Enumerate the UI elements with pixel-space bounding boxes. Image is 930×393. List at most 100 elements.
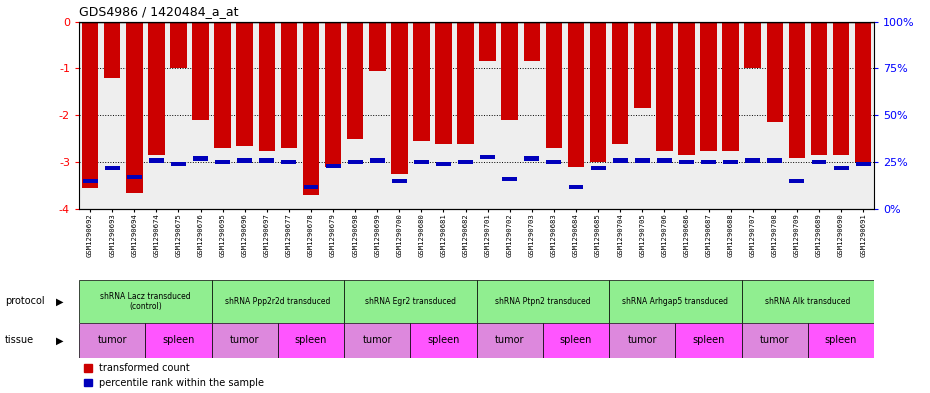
Text: shRNA Egr2 transduced: shRNA Egr2 transduced	[365, 297, 456, 306]
Text: shRNA Lacz transduced
(control): shRNA Lacz transduced (control)	[100, 292, 191, 311]
Bar	[634, 22, 651, 108]
Text: protocol: protocol	[5, 296, 45, 307]
Text: spleen: spleen	[295, 335, 327, 345]
Bar	[237, 158, 252, 163]
Text: tumor: tumor	[230, 335, 259, 345]
Bar	[193, 156, 208, 161]
Bar	[657, 158, 671, 163]
Text: tumor: tumor	[363, 335, 392, 345]
Bar	[856, 162, 870, 166]
Bar	[612, 22, 629, 143]
Bar	[458, 22, 474, 143]
FancyBboxPatch shape	[543, 323, 609, 358]
Bar	[148, 22, 165, 155]
Text: tissue: tissue	[5, 335, 33, 345]
Bar	[302, 22, 319, 195]
Bar	[435, 22, 452, 143]
Bar	[700, 22, 717, 151]
Text: tumor: tumor	[628, 335, 657, 345]
Bar	[414, 160, 429, 164]
Bar	[82, 22, 99, 188]
Bar	[479, 22, 496, 61]
Bar	[126, 22, 142, 193]
Bar	[259, 158, 274, 163]
Text: shRNA Ppp2r2d transduced: shRNA Ppp2r2d transduced	[225, 297, 330, 306]
Bar	[236, 22, 253, 146]
Text: spleen: spleen	[560, 335, 592, 345]
Bar	[591, 166, 605, 170]
Bar	[436, 162, 451, 166]
Bar	[391, 22, 407, 174]
Bar	[348, 160, 363, 164]
FancyBboxPatch shape	[79, 323, 145, 358]
Legend: transformed count, percentile rank within the sample: transformed count, percentile rank withi…	[84, 363, 264, 388]
Bar	[501, 22, 518, 120]
FancyBboxPatch shape	[344, 323, 410, 358]
Bar	[767, 158, 782, 163]
FancyBboxPatch shape	[675, 323, 742, 358]
Bar	[567, 22, 584, 167]
Bar	[215, 160, 230, 164]
Text: shRNA Arhgap5 transduced: shRNA Arhgap5 transduced	[622, 297, 728, 306]
Text: tumor: tumor	[495, 335, 525, 345]
Bar	[546, 22, 563, 148]
Text: GDS4986 / 1420484_a_at: GDS4986 / 1420484_a_at	[79, 5, 239, 18]
Bar	[679, 160, 694, 164]
Bar	[590, 22, 606, 162]
Bar	[812, 160, 827, 164]
Bar	[149, 158, 164, 163]
Bar	[171, 162, 186, 166]
FancyBboxPatch shape	[476, 280, 609, 323]
FancyBboxPatch shape	[145, 323, 211, 358]
Bar	[701, 160, 716, 164]
Bar	[259, 22, 275, 151]
FancyBboxPatch shape	[742, 280, 874, 323]
Bar	[413, 22, 430, 141]
FancyBboxPatch shape	[808, 323, 874, 358]
Text: ▶: ▶	[56, 335, 63, 345]
Bar	[170, 22, 187, 68]
Text: spleen: spleen	[162, 335, 194, 345]
Bar	[525, 156, 539, 161]
FancyBboxPatch shape	[609, 323, 675, 358]
Bar	[790, 179, 804, 183]
Text: spleen: spleen	[825, 335, 857, 345]
Text: shRNA Alk transduced: shRNA Alk transduced	[765, 297, 851, 306]
Bar	[568, 185, 583, 189]
Bar	[635, 158, 650, 163]
Bar	[326, 164, 340, 168]
Bar	[458, 160, 473, 164]
Bar	[656, 22, 672, 151]
Bar	[193, 22, 209, 120]
Bar	[789, 22, 805, 158]
Bar	[303, 185, 318, 189]
FancyBboxPatch shape	[410, 323, 476, 358]
Bar	[281, 22, 298, 148]
Bar	[723, 22, 739, 151]
Bar	[744, 22, 761, 68]
Text: spleen: spleen	[692, 335, 724, 345]
FancyBboxPatch shape	[476, 323, 543, 358]
FancyBboxPatch shape	[742, 323, 808, 358]
Bar	[83, 179, 98, 183]
Bar	[745, 158, 760, 163]
Text: ▶: ▶	[56, 296, 63, 307]
Bar	[325, 22, 341, 167]
Bar	[282, 160, 297, 164]
Bar	[724, 160, 738, 164]
Bar	[370, 158, 385, 163]
Bar	[524, 22, 540, 61]
FancyBboxPatch shape	[278, 323, 344, 358]
Bar	[480, 154, 495, 159]
Bar	[855, 22, 871, 162]
Bar	[105, 166, 120, 170]
Bar	[126, 175, 141, 180]
Bar	[502, 177, 517, 181]
Bar	[832, 22, 849, 155]
Bar	[833, 166, 848, 170]
FancyBboxPatch shape	[211, 323, 278, 358]
Bar	[678, 22, 695, 155]
Bar	[613, 158, 628, 163]
Text: spleen: spleen	[427, 335, 459, 345]
Bar	[347, 22, 364, 139]
